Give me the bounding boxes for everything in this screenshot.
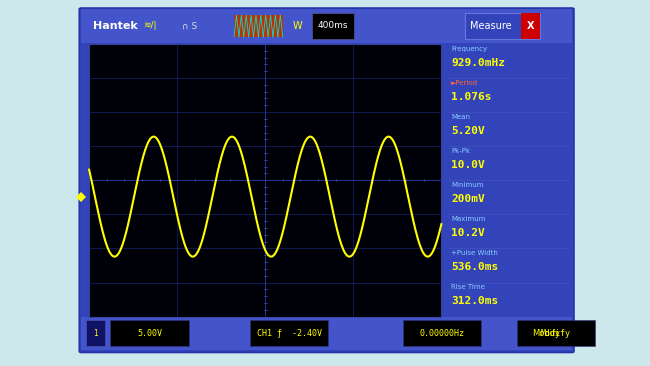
Text: Mean: Mean [451,114,470,120]
Text: 929.0mHz: 929.0mHz [451,58,505,68]
Text: 10.2V: 10.2V [451,228,485,238]
Bar [81,317,572,350]
Bar [234,15,283,37]
Bar [250,320,328,346]
Text: 312.0ms: 312.0ms [451,296,499,306]
Bar [403,320,481,346]
Text: 1.076s: 1.076s [451,92,491,102]
Text: Measure: Measure [470,21,512,31]
Text: Frequency: Frequency [451,46,488,52]
Bar [86,320,105,346]
Text: Maximum: Maximum [451,216,486,222]
Text: ►Period: ►Period [451,80,478,86]
Text: 200mV: 200mV [451,194,485,204]
Bar [521,12,540,40]
Bar [111,320,188,346]
Text: 10.0V: 10.0V [451,160,485,170]
Text: 536.0ms: 536.0ms [451,262,499,272]
Text: Rise Time: Rise Time [451,284,485,290]
Text: ∩ S: ∩ S [182,22,197,30]
Bar [312,13,354,39]
Bar [89,44,441,317]
Text: 5.00V: 5.00V [137,329,162,337]
Text: ≋/|: ≋/| [143,22,157,30]
Bar [81,9,572,43]
Bar [465,12,540,40]
Text: +Pulse Width: +Pulse Width [451,250,498,256]
Text: 0.00000Hz: 0.00000Hz [419,329,465,337]
Text: Hantek: Hantek [93,21,138,31]
Text: Minimum: Minimum [451,182,484,188]
Text: 5.20V: 5.20V [451,126,485,136]
Text: Modify: Modify [541,329,571,337]
Text: CH1 ƒ  -2.40V: CH1 ƒ -2.40V [257,329,322,337]
Text: Pk-Pk: Pk-Pk [451,148,470,154]
Text: 1: 1 [93,329,98,337]
Text: W: W [292,21,302,31]
Text: X: X [526,21,534,31]
Text: Modify: Modify [532,329,560,337]
Bar [517,320,595,346]
Text: 400ms: 400ms [318,22,348,30]
FancyBboxPatch shape [79,8,574,352]
